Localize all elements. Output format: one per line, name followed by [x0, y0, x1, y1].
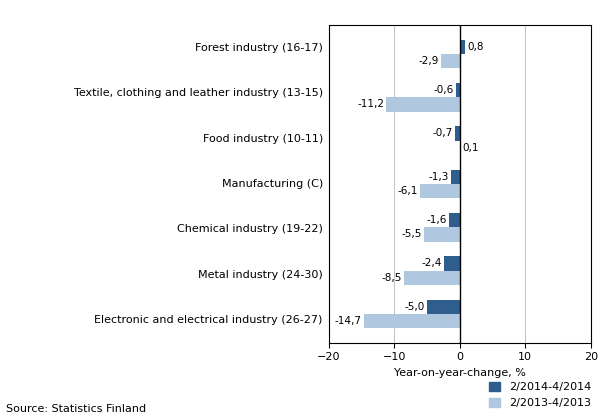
- Text: Chemical industry (19-22): Chemical industry (19-22): [177, 224, 323, 234]
- Bar: [387, 97, 460, 112]
- Text: -0,6: -0,6: [434, 85, 454, 95]
- Text: Electronic and electrical industry (26-27): Electronic and electrical industry (26-2…: [94, 315, 323, 325]
- Bar: [427, 300, 460, 314]
- Text: -6,1: -6,1: [398, 186, 418, 196]
- Bar: [404, 270, 460, 285]
- Bar: [455, 126, 460, 140]
- Text: Manufacturing (C): Manufacturing (C): [222, 179, 323, 189]
- Bar: [441, 54, 460, 68]
- Bar: [424, 227, 460, 242]
- Bar: [364, 314, 460, 328]
- Text: 0,1: 0,1: [462, 143, 479, 153]
- Bar: [460, 40, 465, 54]
- Text: Textile, clothing and leather industry (13-15): Textile, clothing and leather industry (…: [74, 88, 323, 98]
- Text: -5,0: -5,0: [405, 302, 425, 312]
- Text: Food industry (10-11): Food industry (10-11): [203, 133, 323, 143]
- Text: Metal industry (24-30): Metal industry (24-30): [198, 270, 323, 280]
- Bar: [451, 170, 460, 184]
- Bar: [444, 256, 460, 270]
- Bar: [420, 184, 460, 198]
- Bar: [456, 83, 460, 97]
- Text: -11,2: -11,2: [357, 99, 384, 110]
- Legend: 2/2014-4/2014, 2/2013-4/2013: 2/2014-4/2014, 2/2013-4/2013: [489, 382, 591, 408]
- Text: -8,5: -8,5: [382, 273, 402, 283]
- Text: -5,5: -5,5: [401, 229, 422, 240]
- Text: -0,7: -0,7: [433, 128, 453, 138]
- Text: Forest industry (16-17): Forest industry (16-17): [195, 43, 323, 53]
- Text: -2,4: -2,4: [422, 258, 442, 268]
- Text: -1,6: -1,6: [427, 215, 448, 225]
- Text: 0,8: 0,8: [467, 42, 484, 52]
- Text: Source: Statistics Finland: Source: Statistics Finland: [6, 404, 146, 414]
- Bar: [449, 213, 460, 227]
- X-axis label: Year-on-year-change, %: Year-on-year-change, %: [394, 368, 526, 378]
- Text: -14,7: -14,7: [334, 316, 362, 326]
- Text: -2,9: -2,9: [418, 56, 439, 66]
- Text: -1,3: -1,3: [429, 172, 449, 182]
